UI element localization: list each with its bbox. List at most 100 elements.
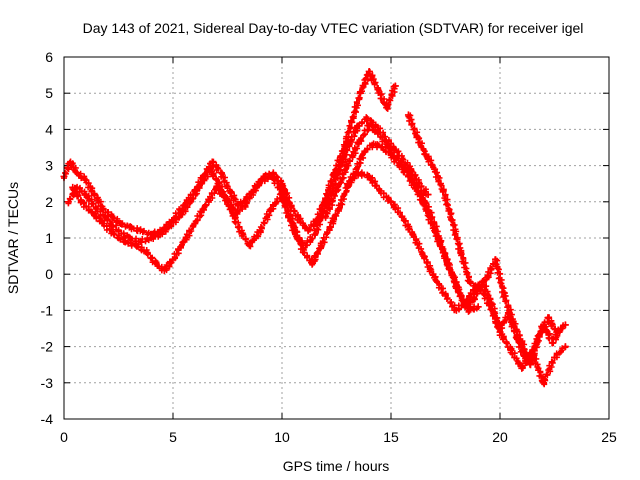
data-point: [439, 187, 447, 195]
data-point: [276, 183, 284, 191]
data-point: [317, 241, 325, 249]
x-tick-label: 5: [169, 429, 177, 445]
data-point: [418, 191, 426, 199]
data-point: [326, 223, 334, 231]
data-point: [152, 259, 160, 267]
data-point: [452, 281, 460, 289]
data-point: [413, 133, 421, 141]
data-point: [518, 364, 526, 372]
data-point: [206, 165, 214, 173]
y-axis-label: SDTVAR / TECUs: [5, 182, 21, 294]
data-point: [125, 234, 133, 242]
data-point: [304, 227, 312, 235]
y-tick-label: 5: [45, 85, 53, 101]
data-point: [311, 230, 319, 238]
data-point: [391, 154, 399, 162]
data-point: [365, 67, 373, 75]
data-point: [442, 292, 449, 300]
data-point: [267, 205, 275, 213]
data-point: [180, 238, 188, 246]
data-point: [444, 259, 452, 267]
data-point: [452, 306, 460, 314]
data-point: [224, 198, 231, 206]
data-point: [474, 303, 482, 311]
data-point: [337, 162, 345, 170]
data-point: [256, 227, 264, 235]
data-point: [117, 220, 125, 228]
data-point: [132, 241, 140, 249]
x-tick-label: 15: [383, 429, 399, 445]
data-point: [108, 212, 116, 220]
data-point: [474, 281, 482, 289]
x-tick-labels: 0 5 10 15 20 25: [60, 429, 617, 445]
marker-path: [405, 112, 569, 368]
data-point: [463, 296, 471, 304]
data-point: [104, 216, 112, 224]
data-point: [465, 306, 473, 314]
data-point: [363, 115, 371, 123]
data-point: [398, 212, 406, 220]
data-point: [322, 212, 330, 220]
data-point: [208, 158, 216, 166]
data-point: [300, 248, 308, 256]
data-point: [509, 317, 517, 325]
data-point: [374, 129, 382, 137]
data-point: [409, 230, 417, 238]
data-point: [529, 350, 537, 358]
x-axis-label: GPS time / hours: [283, 458, 390, 474]
data-point: [561, 343, 569, 351]
data-point: [507, 346, 515, 354]
y-tick-labels: -4 -3 -2 -1 0 1 2 3 4 5 6: [41, 49, 54, 427]
y-tick-label: 1: [45, 230, 53, 246]
data-point: [354, 140, 362, 148]
data-point: [165, 223, 173, 231]
data-point: [191, 220, 199, 228]
plot-frame: [63, 56, 610, 420]
data-point: [267, 172, 275, 180]
data-point: [77, 198, 85, 206]
data-point: [518, 339, 526, 347]
data-point: [346, 140, 354, 148]
data-point: [409, 176, 417, 184]
data-point: [540, 379, 548, 387]
data-point: [82, 176, 90, 184]
data-point: [422, 151, 430, 159]
data-point: [99, 220, 107, 228]
data-point: [535, 332, 543, 340]
series-track-6: [343, 169, 569, 388]
data-point: [465, 277, 473, 285]
data-point: [73, 169, 81, 177]
data-point: [136, 227, 144, 235]
data-point: [551, 353, 558, 361]
y-tick-label: -3: [41, 375, 54, 391]
data-point: [431, 274, 439, 282]
data-point: [365, 122, 373, 130]
y-tick-label: 2: [45, 194, 53, 210]
data-point: [383, 140, 391, 148]
data-point: [370, 140, 378, 148]
data-point: [378, 144, 386, 151]
data-point: [431, 165, 439, 173]
y-tick-label: -2: [41, 339, 54, 355]
data-point: [352, 165, 360, 173]
data-point: [234, 223, 242, 231]
data-point: [404, 111, 412, 119]
data-point: [91, 191, 99, 199]
data-point: [483, 274, 491, 282]
y-tick-label: -1: [41, 302, 54, 318]
data-point: [250, 187, 258, 195]
data-point: [295, 216, 303, 224]
data-point: [343, 162, 351, 170]
data-point: [448, 216, 456, 224]
data-point: [121, 238, 129, 246]
data-point: [420, 252, 428, 260]
data-point: [202, 201, 210, 209]
data-point: [548, 339, 556, 347]
data-point: [485, 299, 493, 307]
data-point: [176, 212, 184, 220]
data-point: [544, 314, 552, 322]
data-point: [278, 191, 286, 199]
data-point: [457, 248, 465, 256]
data-point: [461, 303, 469, 311]
x-tick-label: 10: [274, 429, 290, 445]
